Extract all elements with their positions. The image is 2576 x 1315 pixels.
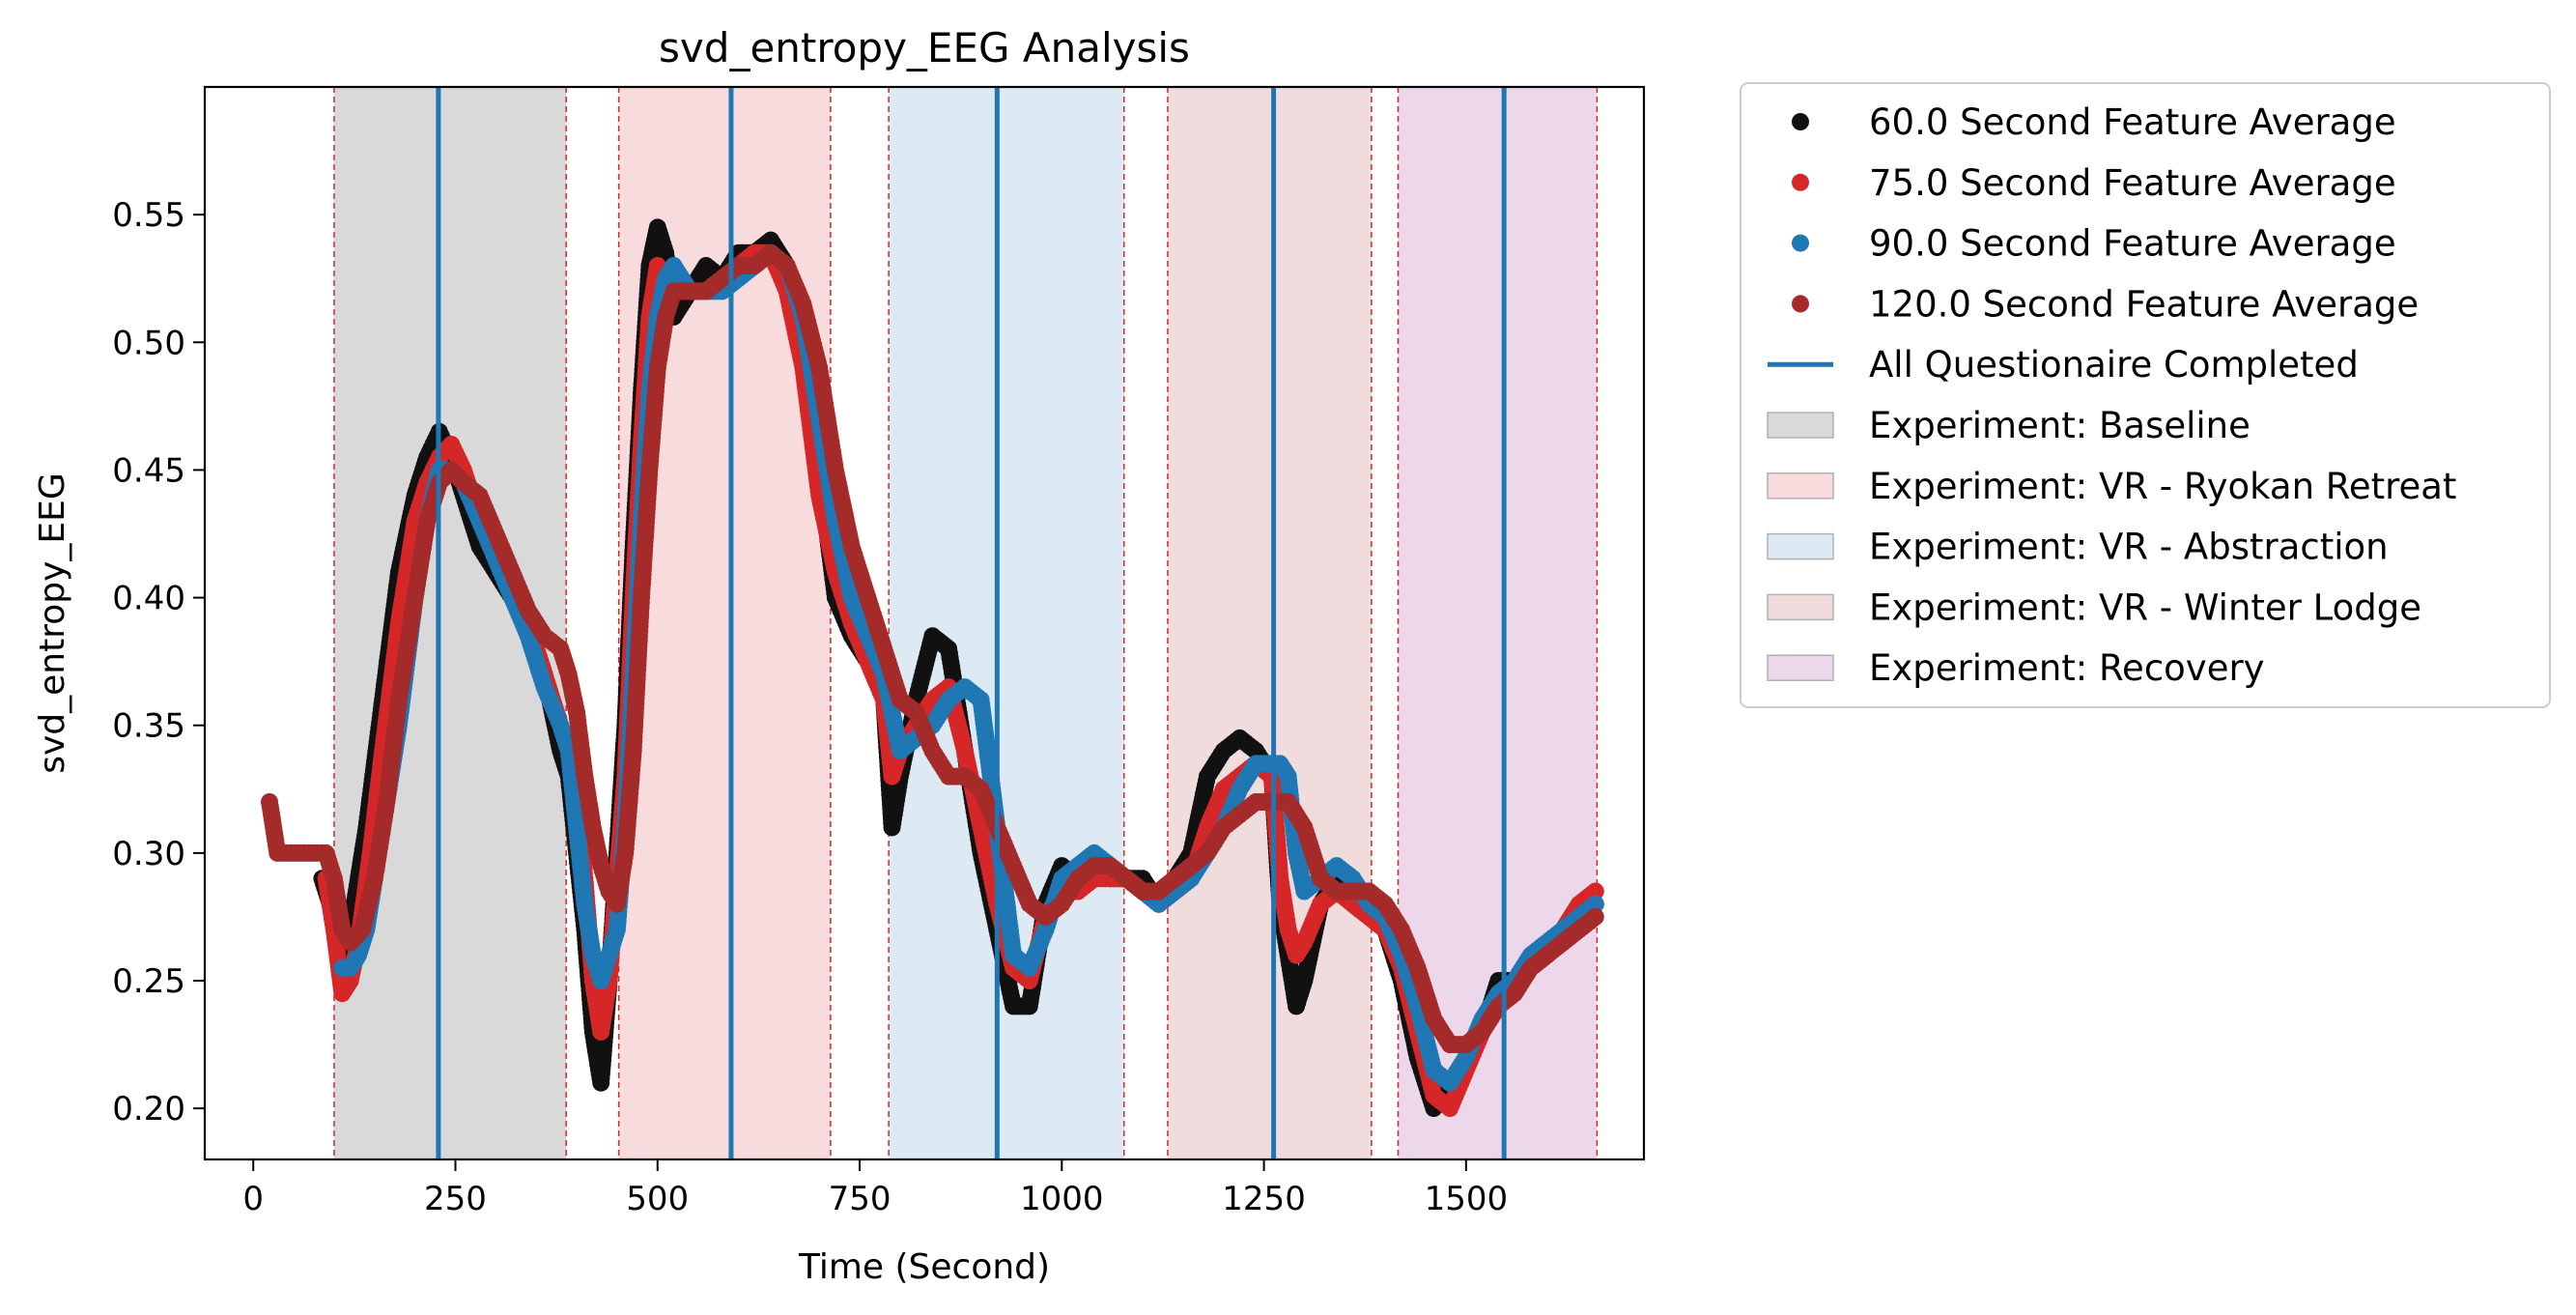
legend-frame: [1740, 82, 2551, 708]
y-tick-label-7: 0.50: [112, 324, 185, 362]
y-tick-label-1: 0.20: [112, 1090, 185, 1129]
y-tick-label-2: 0.25: [112, 962, 185, 1001]
legend-marker-phase-3: [1767, 532, 1834, 560]
legend-label-series-3: 90.0 Second Feature Average: [1869, 223, 2396, 265]
legend-marker-phase-1: [1767, 412, 1834, 439]
y-axis-label: svd_entropy_EEG: [33, 472, 72, 774]
series-2-point: [1586, 882, 1604, 900]
legend-marker-phase-2: [1767, 472, 1834, 500]
data-series: [261, 218, 1604, 1118]
legend-label-phase-2: Experiment: VR - Ryokan Retreat: [1869, 466, 2456, 507]
legend-label-series-4: 120.0 Second Feature Average: [1869, 283, 2419, 325]
legend: 60.0 Second Feature Average 75.0 Second F…: [1740, 82, 2551, 708]
chart-title: svd_entropy_EEG Analysis: [659, 24, 1190, 71]
x-tick-label-7: 1500: [1425, 1180, 1509, 1218]
legend-label-series-2: 75.0 Second Feature Average: [1869, 162, 2396, 204]
x-tick-label-5: 1000: [1020, 1180, 1104, 1218]
legend-marker-series-1: [1792, 113, 1809, 130]
legend-marker-phase-4: [1767, 593, 1834, 621]
legend-label-phase-5: Experiment: Recovery: [1869, 647, 2265, 689]
legend-marker-phase-5: [1767, 654, 1834, 681]
legend-label-series-1: 60.0 Second Feature Average: [1869, 101, 2396, 143]
x-axis-label: Time (Second): [798, 1247, 1050, 1287]
x-tick-label-2: 250: [424, 1180, 487, 1218]
axes-frame: [203, 85, 1646, 1161]
x-tick-label-6: 1250: [1222, 1180, 1306, 1218]
y-axis-ticks: 0.20 0.25 0.30 0.35 0.40 0.45 0.50 0.55: [112, 196, 205, 1129]
y-tick-label-4: 0.35: [112, 707, 185, 746]
legend-marker-series-4: [1792, 295, 1809, 313]
legend-items: 60.0 Second Feature Average 75.0 Second F…: [1767, 101, 2456, 689]
y-tick-label-6: 0.45: [112, 451, 185, 490]
questionnaire-lines: [436, 87, 1507, 1159]
series-4: [261, 243, 1604, 1054]
legend-label-phase-1: Experiment: Baseline: [1869, 405, 2250, 446]
legend-marker-series-3: [1792, 234, 1809, 252]
legend-label-questionnaire: All Questionaire Completed: [1869, 344, 2359, 386]
legend-label-phase-3: Experiment: VR - Abstraction: [1869, 527, 2389, 568]
series-4-point: [1586, 907, 1604, 926]
x-tick-label-4: 750: [829, 1180, 892, 1218]
y-tick-label-3: 0.30: [112, 835, 185, 873]
x-axis-ticks: 0 250 500 750 1000 1250 1500: [242, 1159, 1508, 1218]
plot-area: 0 250 500 750 1000 1250 1500 0.200.250.300.350…: [112, 85, 1646, 1218]
legend-label-phase-4: Experiment: VR - Winter Lodge: [1869, 586, 2421, 628]
phase-span-4: [1167, 87, 1372, 1159]
legend-marker-series-2: [1792, 173, 1809, 191]
x-tick-label-1: 0: [242, 1180, 264, 1218]
x-tick-label-3: 500: [626, 1180, 689, 1218]
series-3-point: [1586, 895, 1604, 913]
y-tick-label-8: 0.55: [112, 196, 185, 235]
y-tick-label-5: 0.40: [112, 580, 185, 618]
